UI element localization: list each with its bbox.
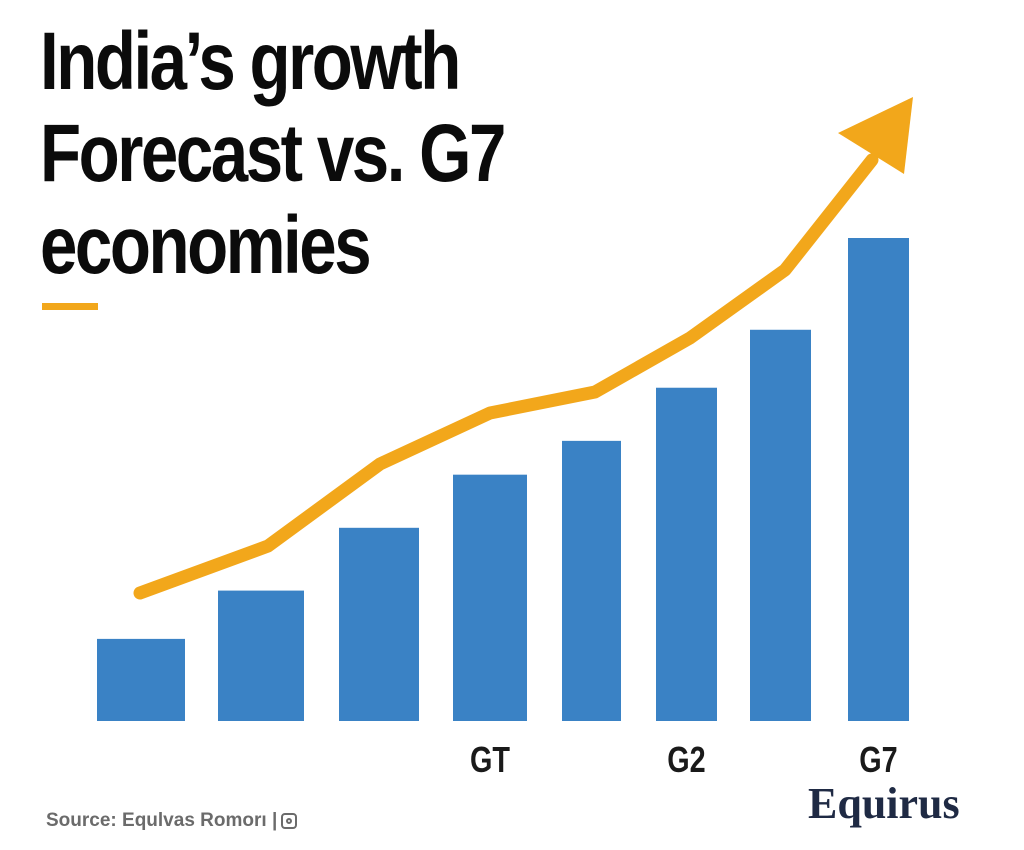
bar-8 bbox=[848, 238, 909, 721]
title-line-1: India’s growth bbox=[40, 16, 461, 107]
x-tick-label-8: G7 bbox=[859, 739, 897, 780]
tick-label-group: GT G2 G7 bbox=[470, 739, 898, 780]
bar-4 bbox=[453, 474, 527, 721]
bar-3 bbox=[339, 527, 419, 721]
bar-5 bbox=[562, 440, 621, 721]
source-text: Source: Equlvas Romorı | bbox=[46, 810, 278, 831]
equirus-logo: Equirus bbox=[808, 779, 960, 828]
bar-group bbox=[97, 238, 909, 721]
bar-7 bbox=[750, 329, 811, 721]
trend-line bbox=[133, 153, 879, 600]
trend-line-group bbox=[133, 97, 913, 600]
title-accent-bar bbox=[42, 303, 98, 310]
source-note: Source: Equlvas Romorı | bbox=[46, 810, 298, 832]
trend-arrow-head bbox=[838, 97, 913, 174]
bar-1 bbox=[97, 638, 185, 721]
title-line-3: economies bbox=[40, 200, 372, 291]
chart-title: India’s growth Forecast vs. G7 economies bbox=[40, 16, 548, 292]
x-tick-label-4: GT bbox=[470, 739, 510, 780]
camera-icon bbox=[281, 813, 298, 829]
x-tick-label-6: G2 bbox=[667, 739, 705, 780]
bar-6 bbox=[656, 387, 717, 721]
title-line-2: Forecast vs. G7 bbox=[40, 108, 506, 199]
bar-2 bbox=[218, 590, 304, 721]
